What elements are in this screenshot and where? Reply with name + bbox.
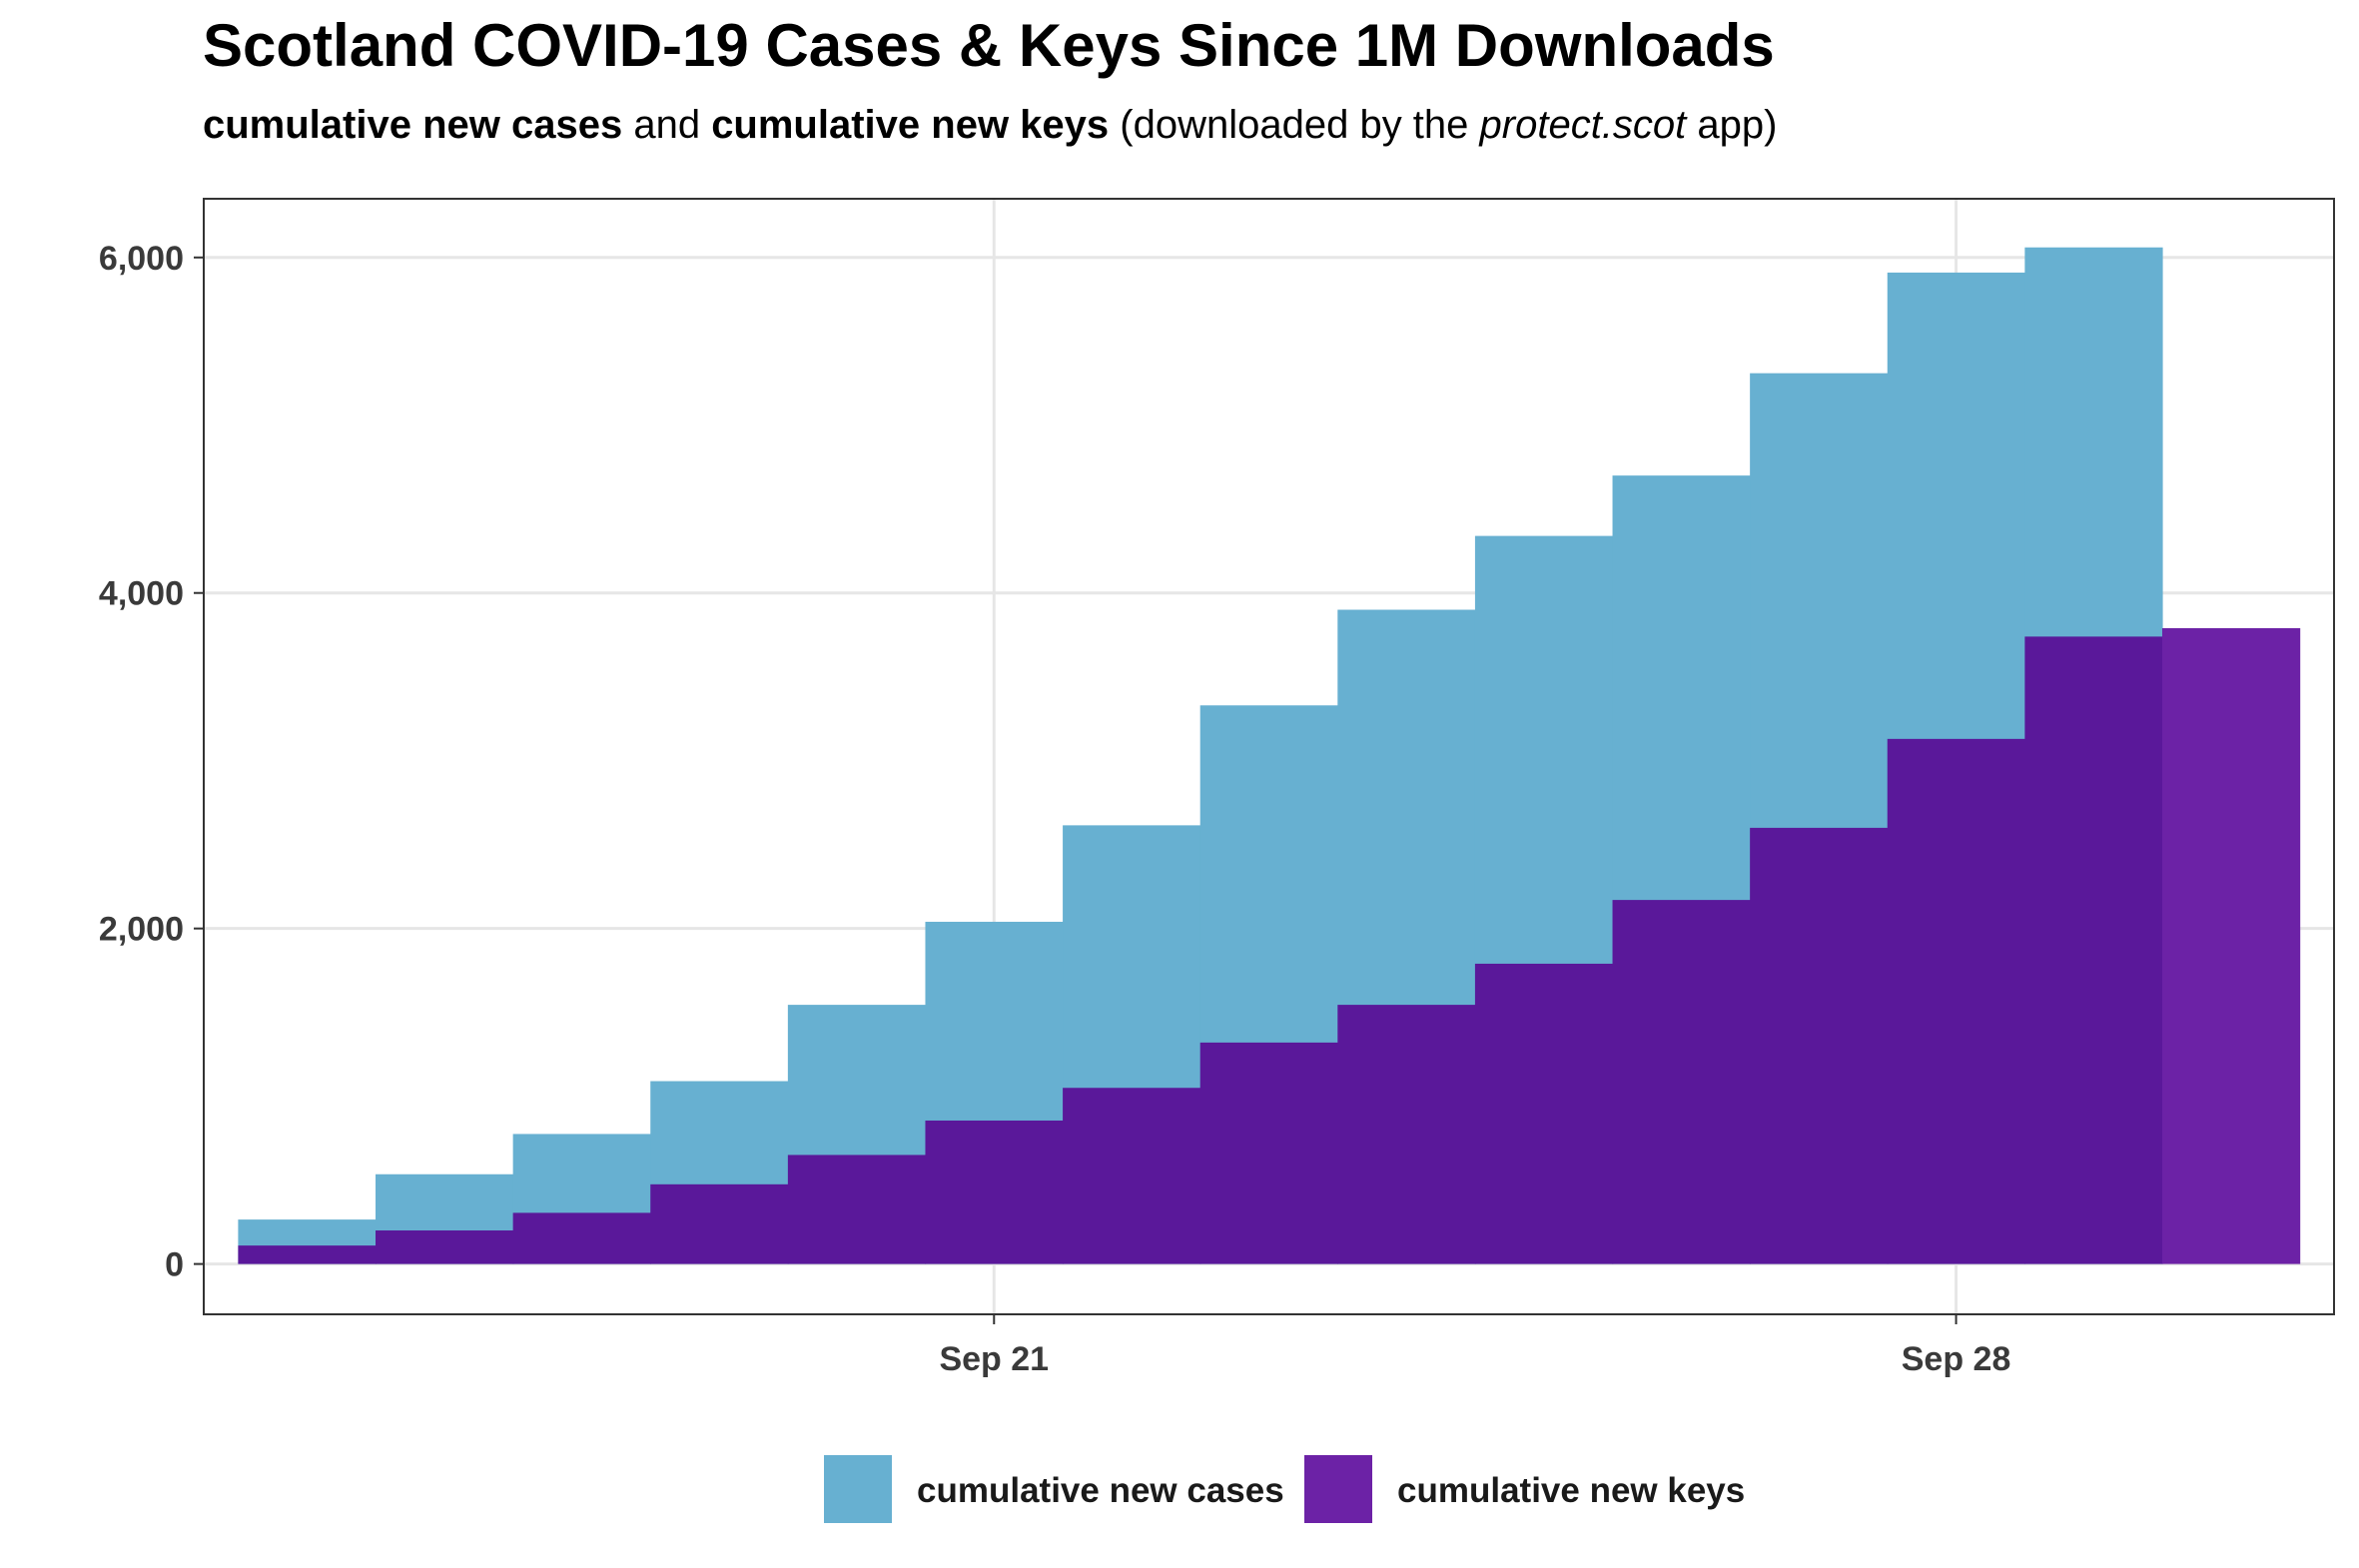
plot-area bbox=[203, 198, 2335, 1315]
legend-swatch-cases bbox=[824, 1455, 892, 1523]
keys-bar-13 bbox=[2024, 636, 2163, 1264]
subtitle-downloaded: (downloaded by the bbox=[1109, 103, 1479, 147]
y-tick-label-3: 6,000 bbox=[99, 240, 184, 278]
keys-bar-14 bbox=[2161, 628, 2301, 1264]
keys-bar-0 bbox=[238, 1245, 377, 1264]
legend-label-keys: cumulative new keys bbox=[1397, 1471, 1745, 1510]
subtitle-app-name: protect.scot bbox=[1479, 103, 1689, 147]
x-tick-label-1: Sep 28 bbox=[1902, 1340, 2011, 1378]
subtitle-cases: cumulative new cases bbox=[203, 103, 622, 147]
y-tick-label-2: 4,000 bbox=[99, 575, 184, 613]
subtitle-app: app) bbox=[1686, 103, 1777, 147]
keys-bar-10 bbox=[1612, 900, 1751, 1264]
x-tick-label-0: Sep 21 bbox=[939, 1340, 1049, 1378]
x-axis: Sep 21 Sep 28 bbox=[939, 1314, 2010, 1378]
chart-title: Scotland COVID-19 Cases & Keys Since 1M … bbox=[203, 12, 1775, 79]
y-tick-label-1: 2,000 bbox=[99, 911, 184, 949]
y-tick-label-0: 0 bbox=[165, 1246, 184, 1284]
legend-swatch-keys bbox=[1304, 1455, 1372, 1523]
keys-bar-7 bbox=[1199, 1042, 1338, 1264]
keys-bar-5 bbox=[925, 1120, 1064, 1264]
keys-bar-1 bbox=[376, 1230, 514, 1264]
y-axis: 0 2,000 4,000 6,000 bbox=[99, 240, 204, 1284]
keys-bar-2 bbox=[512, 1212, 651, 1264]
legend: cumulative new cases cumulative new keys bbox=[824, 1455, 1745, 1523]
subtitle-and: and bbox=[622, 103, 711, 147]
keys-bar-4 bbox=[787, 1155, 927, 1264]
legend-label-cases: cumulative new cases bbox=[917, 1471, 1284, 1510]
keys-bar-11 bbox=[1750, 827, 1889, 1264]
keys-bar-3 bbox=[650, 1183, 789, 1264]
keys-bar-9 bbox=[1474, 963, 1614, 1264]
keys-bar-8 bbox=[1337, 1005, 1476, 1264]
series-keys bbox=[238, 628, 2301, 1264]
chart-subtitle: cumulative new cases and cumulative new … bbox=[203, 103, 1777, 147]
plot-border bbox=[203, 198, 2335, 1315]
subtitle-keys: cumulative new keys bbox=[711, 103, 1109, 147]
keys-bar-12 bbox=[1887, 738, 2025, 1264]
keys-bar-6 bbox=[1063, 1088, 1201, 1264]
